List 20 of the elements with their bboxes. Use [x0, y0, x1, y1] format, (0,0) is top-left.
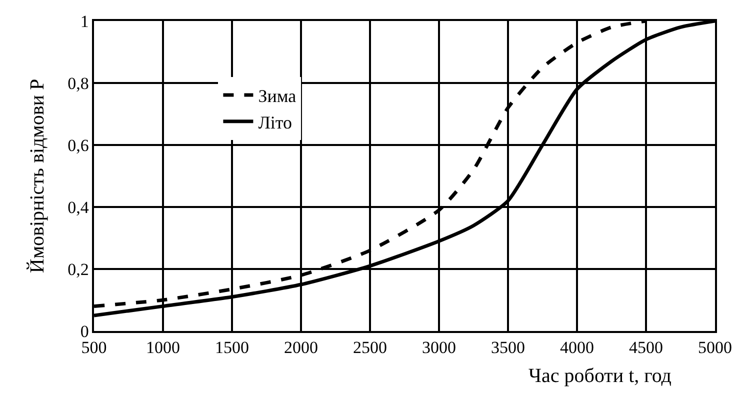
- y-tick-label: 0,4: [68, 198, 90, 217]
- x-tick-label: 4500: [629, 338, 663, 358]
- x-tick-label: 1500: [215, 338, 249, 358]
- y-tick-label: 1: [80, 12, 89, 31]
- legend-label: Літо: [258, 112, 292, 132]
- x-tick-label: 2500: [353, 338, 387, 358]
- x-tick-label: 3000: [422, 338, 456, 358]
- x-tick-label: 4000: [560, 338, 594, 358]
- x-tick-label: 3500: [491, 338, 525, 358]
- y-tick-label: 0: [80, 322, 89, 341]
- y-tick-label: 0,2: [68, 260, 89, 279]
- y-tick-label: 0,6: [68, 136, 89, 155]
- x-tick-label: 1000: [146, 338, 180, 358]
- legend-label: Зима: [258, 86, 296, 106]
- x-tick-label: 2000: [284, 338, 318, 358]
- x-tick-label: 5000: [698, 338, 732, 358]
- y-axis-title: Ймовірність відмови P: [26, 78, 48, 274]
- x-tick-label: 500: [81, 338, 107, 358]
- y-tick-label: 0,8: [68, 74, 89, 93]
- x-axis-title: Час роботи t, год: [528, 365, 672, 388]
